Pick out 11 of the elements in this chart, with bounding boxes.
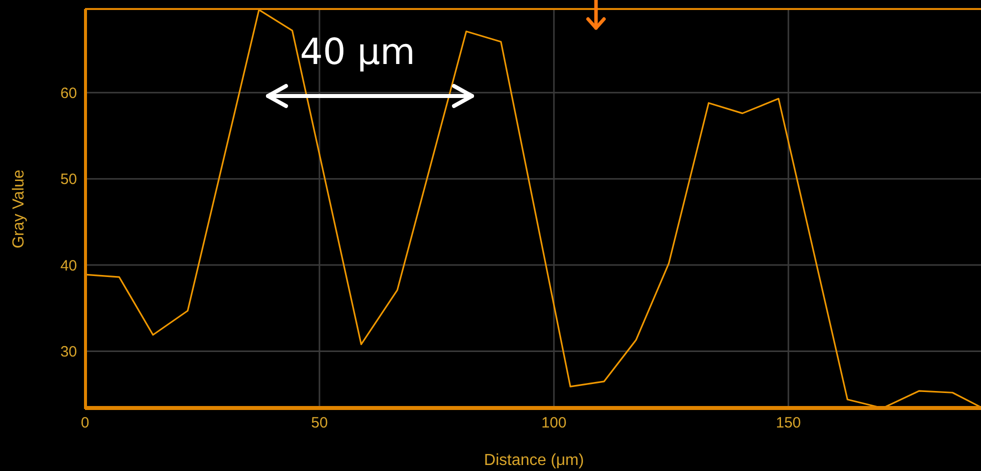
y-tick-label: 30 [60,344,77,361]
x-tick-label: 50 [311,414,328,432]
y-tick-label: 60 [60,84,77,102]
x-axis-title: Distance (μm) [484,452,584,469]
y-tick-label: 50 [60,171,77,188]
y-tick-label: 40 [60,257,77,274]
x-tick-label: 100 [541,414,566,432]
y-axis-title: Gray Value [10,169,28,248]
x-tick-label: 150 [776,414,801,432]
x-tick-label: 0 [80,414,90,432]
annotation: 40 μm [300,32,416,73]
